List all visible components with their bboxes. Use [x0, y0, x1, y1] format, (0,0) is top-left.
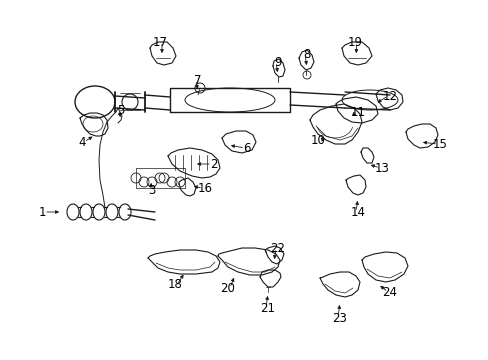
Text: 4: 4 — [78, 135, 85, 148]
Text: 21: 21 — [260, 302, 275, 315]
Text: 22: 22 — [270, 242, 285, 255]
Text: 13: 13 — [374, 162, 388, 175]
Text: 17: 17 — [152, 36, 167, 49]
Text: 14: 14 — [350, 206, 365, 219]
Text: 11: 11 — [350, 105, 365, 118]
Text: 5: 5 — [117, 104, 124, 117]
Text: 3: 3 — [148, 184, 155, 197]
Text: 24: 24 — [382, 285, 397, 298]
Text: 15: 15 — [432, 138, 447, 150]
Text: 9: 9 — [274, 55, 281, 68]
Text: 20: 20 — [220, 282, 235, 294]
Text: 2: 2 — [210, 158, 217, 171]
Text: 18: 18 — [167, 279, 182, 292]
Text: 6: 6 — [243, 141, 250, 154]
Text: 10: 10 — [310, 134, 325, 147]
Text: 12: 12 — [382, 90, 397, 103]
Text: 8: 8 — [303, 48, 310, 60]
Text: 1: 1 — [38, 206, 46, 219]
Text: 23: 23 — [332, 311, 347, 324]
Text: 7: 7 — [194, 73, 202, 86]
Text: 16: 16 — [197, 181, 212, 194]
Text: 19: 19 — [347, 36, 362, 49]
